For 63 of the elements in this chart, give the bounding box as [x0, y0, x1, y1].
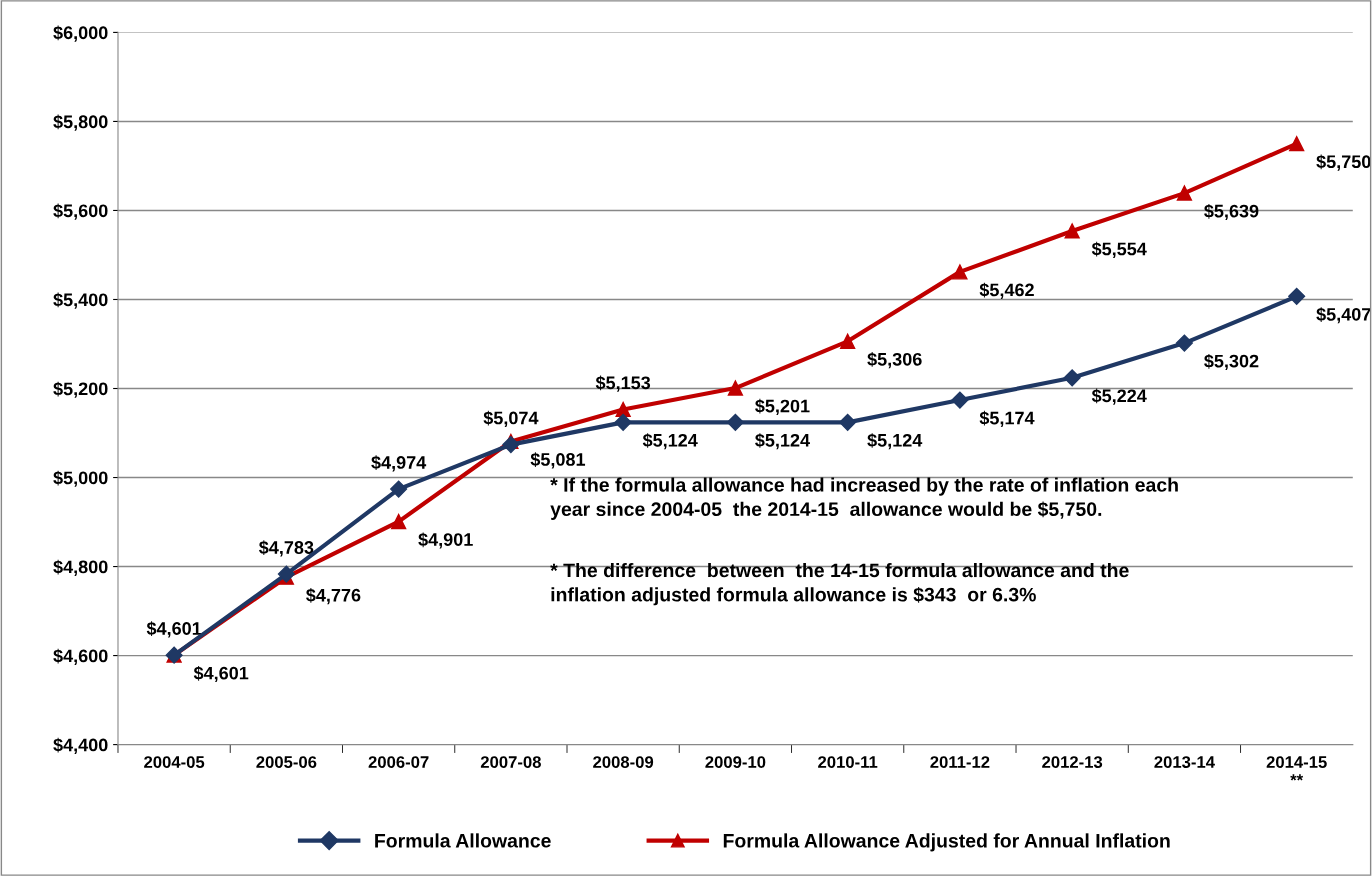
point: [390, 513, 407, 530]
x-tick-label: 2007-08: [480, 756, 541, 768]
y-tick-label: $5,600: [53, 203, 108, 220]
x-tick-label: 2010-11: [818, 756, 878, 768]
point: [839, 413, 857, 431]
x-tick-label: 2014-15 **: [1266, 756, 1327, 781]
point: [614, 413, 632, 431]
point: [615, 401, 631, 418]
x-tick-label: 2004-05: [144, 756, 205, 768]
y-tick-label: $4,400: [53, 737, 108, 754]
point: [1064, 223, 1080, 239]
point: [1175, 334, 1193, 352]
point: [1176, 185, 1193, 201]
point: [1289, 136, 1305, 152]
data-label: $5,074: [483, 410, 539, 427]
point: [951, 391, 969, 409]
data-label: $5,302: [1204, 353, 1259, 371]
x-tick-label: 2006-07: [368, 756, 429, 768]
legend-label: Formula Allowance: [375, 833, 551, 848]
data-label: $5,224: [1091, 388, 1147, 405]
y-tick-label: $5,800: [53, 114, 108, 131]
data-label: $4,601: [193, 665, 249, 683]
data-label: $4,776: [306, 588, 361, 605]
point: [502, 436, 520, 454]
data-label: $5,639: [1204, 203, 1259, 221]
point: [1288, 287, 1306, 305]
data-label: $5,201: [755, 398, 810, 416]
point: [390, 480, 408, 498]
x-tick-label: 2013-14: [1154, 756, 1215, 768]
data-label: $5,462: [979, 282, 1034, 299]
data-label: $5,081: [530, 452, 586, 469]
point: [1063, 369, 1081, 387]
data-label: $5,153: [595, 375, 651, 392]
x-tick-label: 2009-10: [705, 756, 766, 768]
point: [727, 380, 744, 396]
y-tick-label: $6,000: [53, 25, 108, 42]
data-label: $5,124: [642, 433, 698, 450]
y-tick-label: $4,800: [53, 559, 108, 576]
x-tick-label: 2005-06: [256, 756, 317, 768]
point: [726, 413, 744, 431]
annotation: * The difference between the 14-15 formula allowance and the inflation adjusted formula allowance is $343 or 6.3%: [550, 562, 1129, 606]
y-tick-label: $5,400: [53, 292, 108, 309]
x-tick-label: 2008-09: [593, 756, 654, 768]
data-label: $5,750: [1316, 154, 1371, 171]
point: [952, 264, 968, 280]
data-label: $5,124: [867, 433, 923, 450]
legend-label: Formula Allowance Adjusted for Annual Inflation: [723, 833, 1170, 852]
x-tick-label: 2012-13: [1042, 756, 1103, 768]
y-tick-label: $4,600: [53, 648, 108, 665]
data-label: $4,601: [146, 621, 202, 638]
data-label: $4,974: [371, 455, 427, 472]
y-tick-label: $5,000: [53, 470, 108, 487]
data-label: $4,783: [259, 540, 314, 557]
data-label: $5,124: [755, 433, 810, 450]
annotation: * If the formula allowance had increased by the rate of inflation each year since 2004-05 the 2014-15 allowance would be $5,750.: [550, 477, 1178, 520]
x-tick-label: 2011-12: [930, 756, 990, 768]
data-label: $5,554: [1091, 241, 1147, 258]
data-label: $5,174: [979, 410, 1035, 428]
data-label: $5,306: [867, 352, 922, 369]
point: [840, 333, 856, 349]
data-label: $4,901: [418, 532, 473, 549]
data-label: $5,407: [1316, 307, 1371, 324]
y-tick-label: $5,200: [53, 381, 108, 398]
